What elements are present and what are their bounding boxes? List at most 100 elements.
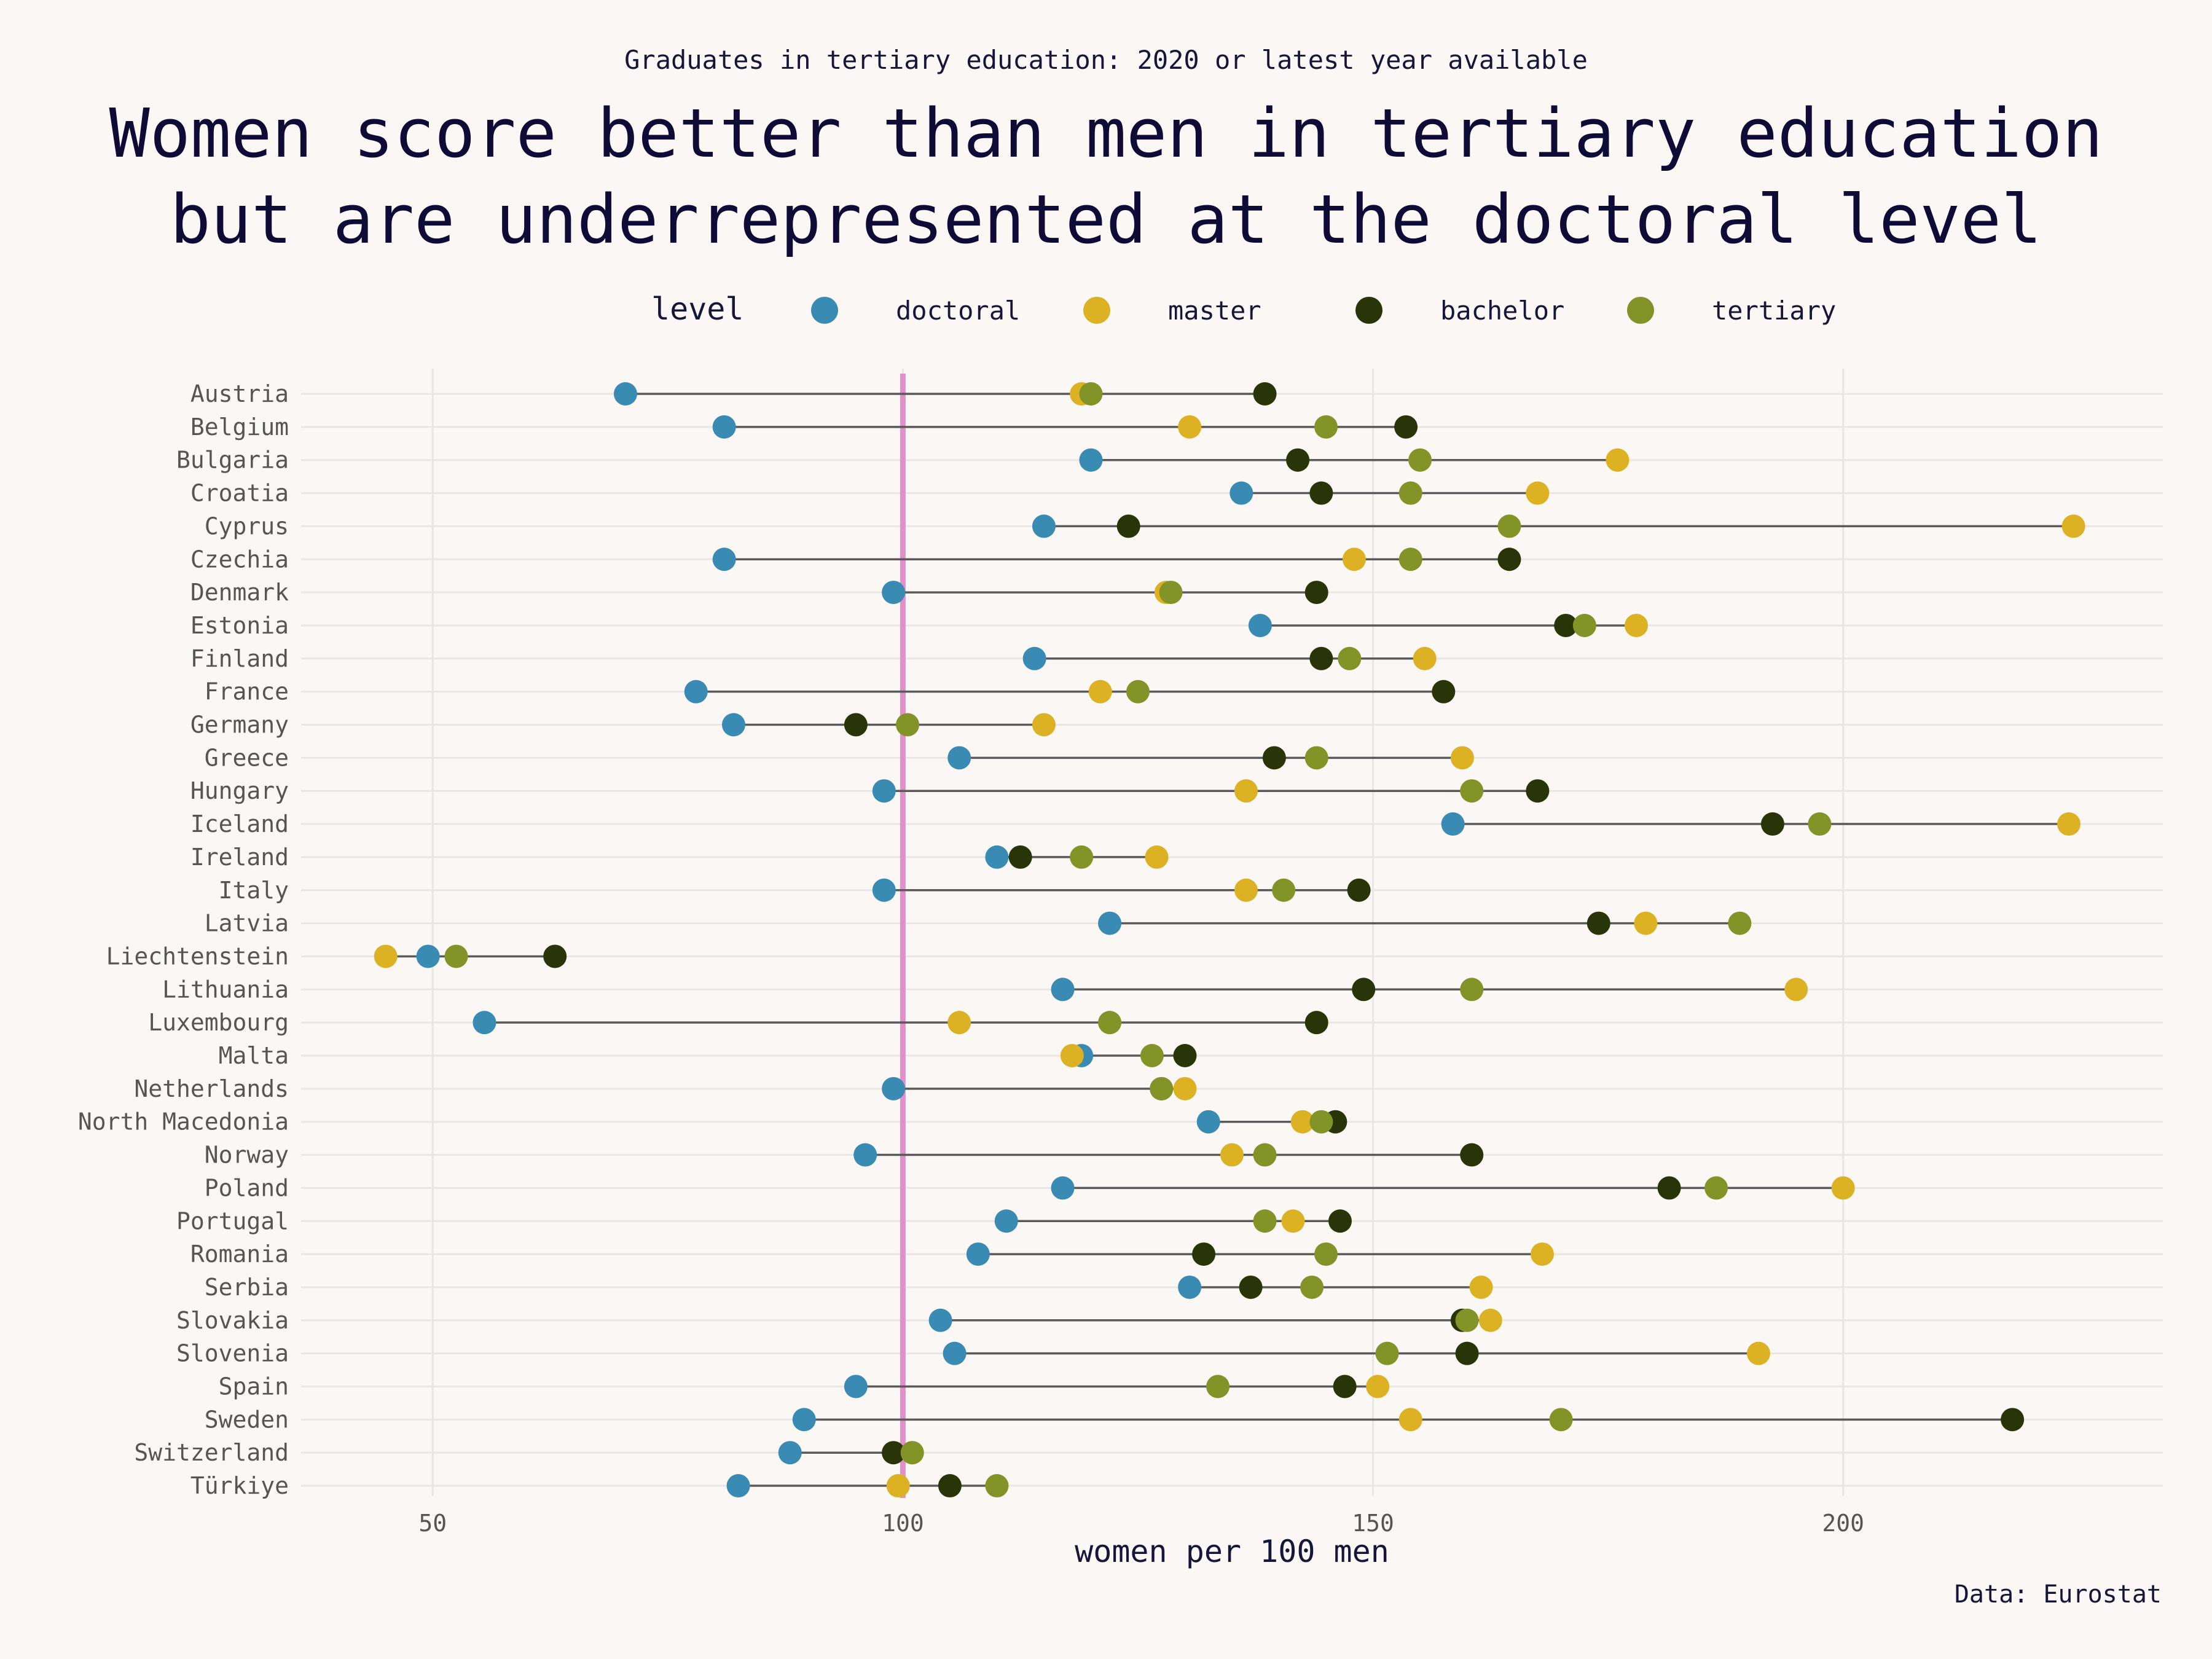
- y-tick-label: Slovenia: [176, 1340, 289, 1367]
- point-bachelor: [2001, 1408, 2025, 1432]
- point-master: [2057, 812, 2081, 836]
- y-tick-label: Romania: [190, 1241, 289, 1268]
- point-bachelor: [1352, 978, 1376, 1002]
- point-bachelor: [1657, 1176, 1681, 1200]
- y-tick-label: Luxembourg: [148, 1009, 289, 1036]
- point-doctoral: [473, 1011, 496, 1035]
- point-bachelor: [543, 944, 567, 968]
- y-tick-label: Germany: [190, 712, 289, 739]
- point-master: [1290, 1110, 1314, 1134]
- point-bachelor: [1262, 746, 1286, 770]
- point-tertiary: [1070, 845, 1094, 869]
- point-bachelor: [1328, 1209, 1352, 1233]
- point-master: [1531, 1242, 1554, 1266]
- point-master: [1831, 1176, 1855, 1200]
- y-tick-label: Türkiye: [190, 1472, 289, 1499]
- point-doctoral: [1230, 481, 1253, 505]
- point-master: [1234, 779, 1258, 803]
- x-tick-label: 150: [1352, 1510, 1394, 1537]
- point-doctoral: [872, 779, 896, 803]
- y-tick-label: Finland: [190, 645, 289, 672]
- point-doctoral: [994, 1209, 1018, 1233]
- y-tick-label: France: [205, 678, 289, 705]
- point-bachelor: [882, 1441, 906, 1465]
- y-tick-label: Portugal: [176, 1207, 289, 1234]
- y-tick-label: Poland: [205, 1174, 289, 1201]
- point-bachelor: [1347, 878, 1371, 902]
- point-tertiary: [1704, 1176, 1728, 1200]
- point-tertiary: [900, 1441, 924, 1465]
- point-tertiary: [1314, 415, 1338, 439]
- point-doctoral: [1441, 812, 1465, 836]
- chart-subtitle: Graduates in tertiary education: 2020 or…: [624, 45, 1588, 75]
- point-doctoral: [1079, 448, 1103, 472]
- point-bachelor: [1304, 581, 1328, 605]
- y-tick-label: Lithuania: [162, 976, 289, 1003]
- point-doctoral: [1051, 978, 1075, 1002]
- point-doctoral: [721, 713, 745, 737]
- point-tertiary: [1253, 1209, 1277, 1233]
- x-tick-label: 200: [1822, 1510, 1864, 1537]
- point-master: [1366, 1375, 1390, 1398]
- point-tertiary: [1079, 382, 1103, 406]
- point-doctoral: [1248, 613, 1272, 637]
- point-master: [1398, 1408, 1422, 1432]
- point-tertiary: [1126, 680, 1150, 704]
- legend-key-tertiary: [1627, 297, 1654, 324]
- point-bachelor: [1286, 448, 1310, 472]
- y-tick-label: Denmark: [190, 579, 289, 606]
- point-tertiary: [896, 713, 920, 737]
- point-tertiary: [1497, 514, 1521, 538]
- y-tick-label: Belgium: [190, 414, 289, 441]
- point-master: [886, 1474, 910, 1498]
- point-doctoral: [1196, 1110, 1220, 1134]
- y-tick-label: North Macedonia: [78, 1108, 289, 1135]
- point-master: [1342, 547, 1366, 571]
- point-bachelor: [938, 1474, 962, 1498]
- point-bachelor: [1455, 1341, 1479, 1365]
- y-tick-label: Greece: [205, 744, 289, 771]
- point-tertiary: [1398, 547, 1422, 571]
- point-tertiary: [1272, 878, 1296, 902]
- point-doctoral: [872, 878, 896, 902]
- point-master: [1634, 911, 1658, 935]
- point-tertiary: [1549, 1408, 1573, 1432]
- point-master: [1625, 613, 1649, 637]
- point-tertiary: [1300, 1275, 1324, 1299]
- y-tick-label: Bulgaria: [176, 447, 289, 474]
- y-tick-label: Cyprus: [205, 512, 289, 539]
- point-master: [1088, 680, 1112, 704]
- point-doctoral: [1051, 1176, 1075, 1200]
- point-master: [1478, 1308, 1502, 1332]
- point-master: [1413, 646, 1437, 670]
- point-bachelor: [1333, 1375, 1357, 1398]
- plot-area: 50 100 150 200 Austria Belgium Bulgaria Croatia…: [78, 369, 2163, 1537]
- point-doctoral: [853, 1143, 877, 1167]
- y-tick-label: Czechia: [190, 546, 289, 573]
- point-bachelor: [1586, 911, 1610, 935]
- point-master: [1606, 448, 1630, 472]
- point-tertiary: [1398, 481, 1422, 505]
- point-master: [1450, 746, 1474, 770]
- x-axis-label: women per 100 men: [1075, 1534, 1389, 1569]
- point-doctoral: [947, 746, 971, 770]
- y-tick-label: Norway: [205, 1142, 289, 1169]
- point-doctoral: [882, 1077, 906, 1100]
- point-doctoral: [985, 845, 1009, 869]
- point-master: [1469, 1275, 1493, 1299]
- point-master: [1173, 1077, 1197, 1100]
- y-tick-label: Ireland: [190, 844, 289, 871]
- point-doctoral: [966, 1242, 990, 1266]
- point-tertiary: [1309, 1110, 1333, 1134]
- x-tick-label: 50: [418, 1510, 447, 1537]
- legend-key-master: [1083, 297, 1110, 324]
- point-doctoral: [844, 1375, 868, 1398]
- point-doctoral: [792, 1408, 816, 1432]
- point-tertiary: [1304, 746, 1328, 770]
- point-master: [1526, 481, 1550, 505]
- point-tertiary: [1455, 1308, 1479, 1332]
- point-bachelor: [1309, 646, 1333, 670]
- point-tertiary: [1808, 812, 1832, 836]
- point-bachelor: [1192, 1242, 1216, 1266]
- legend-label-doctoral: doctoral: [896, 296, 1020, 326]
